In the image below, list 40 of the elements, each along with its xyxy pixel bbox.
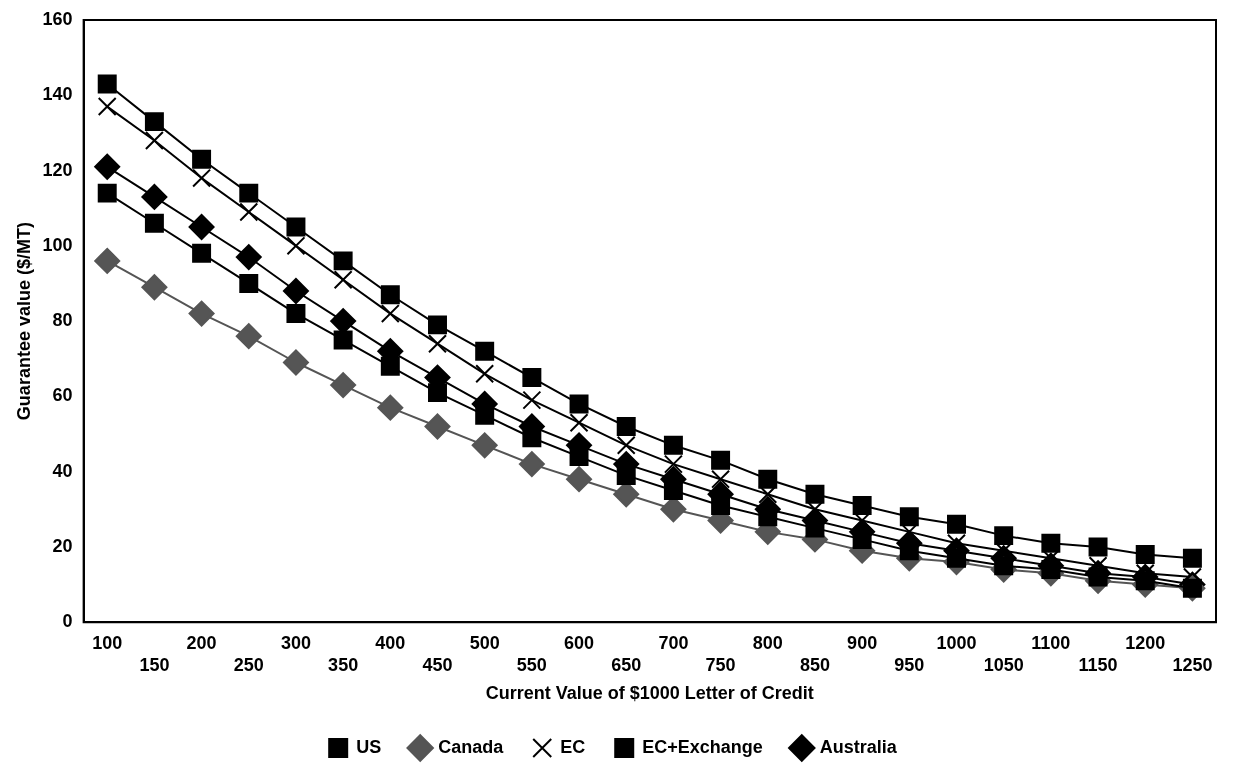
y-tick-label: 0 [62,611,73,632]
y-tick-label: 140 [42,84,73,105]
legend-label: Canada [438,736,505,757]
x-tick-label: 350 [328,654,359,675]
legend-label: EC [560,736,586,757]
x-tick-label: 250 [233,654,264,675]
x-tick-label: 900 [847,632,878,653]
x-tick-label: 650 [611,654,642,675]
x-tick-label: 1150 [1078,654,1118,675]
y-tick-label: 20 [52,535,73,556]
x-tick-label: 750 [705,654,736,675]
legend-label: Australia [819,736,898,757]
x-tick-label: 300 [280,632,311,653]
x-tick-label: 200 [186,632,217,653]
y-axis-title: Guarantee value ($/MT) [13,222,34,421]
y-tick-label: 40 [52,460,73,481]
x-tick-label: 700 [658,632,689,653]
x-tick-label: 1200 [1125,632,1166,653]
y-tick-label: 60 [52,385,73,406]
x-tick-label: 950 [894,654,925,675]
y-tick-label: 80 [52,310,73,331]
x-tick-label: 450 [422,654,453,675]
x-tick-label: 800 [752,632,783,653]
legend-label: EC+Exchange [642,736,763,757]
x-tick-label: 1000 [936,632,977,653]
y-tick-label: 160 [42,8,73,29]
x-tick-label: 1050 [983,654,1024,675]
x-tick-label: 550 [516,654,547,675]
x-tick-label: 150 [139,654,170,675]
x-axis-title: Current Value of $1000 Letter of Credit [485,683,814,704]
x-tick-label: 600 [564,632,595,653]
x-tick-label: 850 [799,654,830,675]
x-tick-label: 1100 [1031,632,1071,653]
x-tick-label: 500 [469,632,500,653]
y-tick-label: 100 [42,234,73,255]
x-tick-label: 400 [375,632,406,653]
y-tick-label: 120 [42,159,73,180]
x-tick-label: 100 [92,632,123,653]
x-tick-label: 1250 [1172,654,1213,675]
legend-label: US [356,736,382,757]
